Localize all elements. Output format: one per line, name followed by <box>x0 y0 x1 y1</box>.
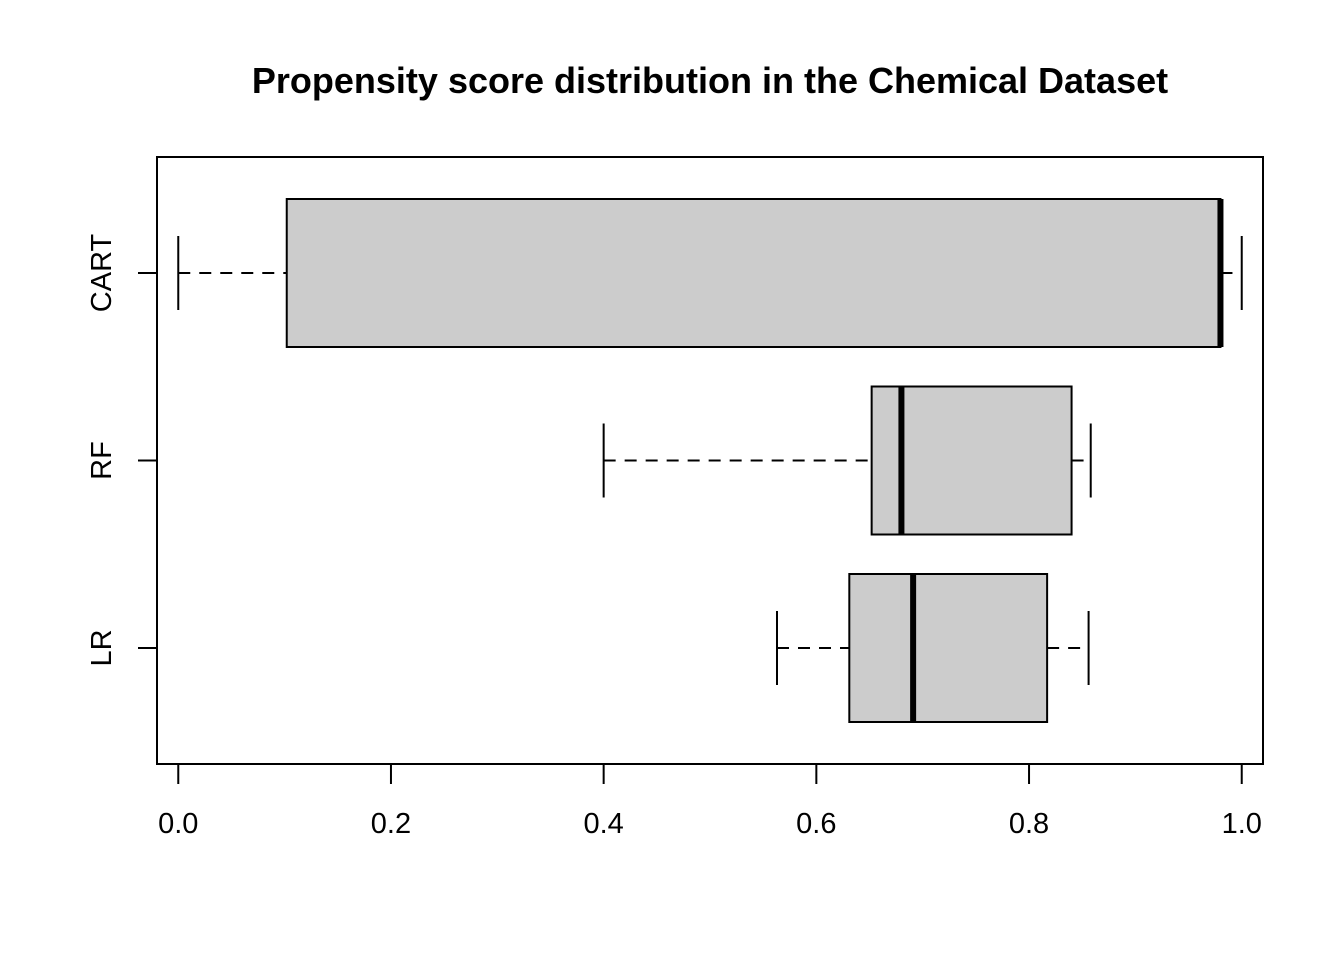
box-rf <box>602 385 1092 536</box>
x-tick-label: 0.8 <box>1009 808 1049 840</box>
x-axis: 0.0 0.2 0.4 0.6 0.8 1.0 <box>158 763 1262 840</box>
x-tick-label: 0.2 <box>371 808 411 840</box>
chart-title: Propensity score distribution in the Che… <box>252 60 1168 101</box>
x-tick-label: 0.0 <box>158 808 198 840</box>
iqr-box <box>285 198 1222 348</box>
box-cart <box>177 198 1243 348</box>
boxes-group <box>177 198 1243 723</box>
y-tick-label: CART <box>86 234 118 313</box>
y-tick-label: RF <box>86 441 118 480</box>
iqr-box <box>848 573 1049 723</box>
y-axis: LR RF CART <box>86 234 157 667</box>
x-tick-label: 0.6 <box>796 808 836 840</box>
x-tick-label: 1.0 <box>1222 808 1262 840</box>
x-tick-label: 0.4 <box>583 808 623 840</box>
box-lr <box>775 573 1090 723</box>
iqr-box <box>870 385 1073 536</box>
y-tick-label: LR <box>86 629 118 666</box>
